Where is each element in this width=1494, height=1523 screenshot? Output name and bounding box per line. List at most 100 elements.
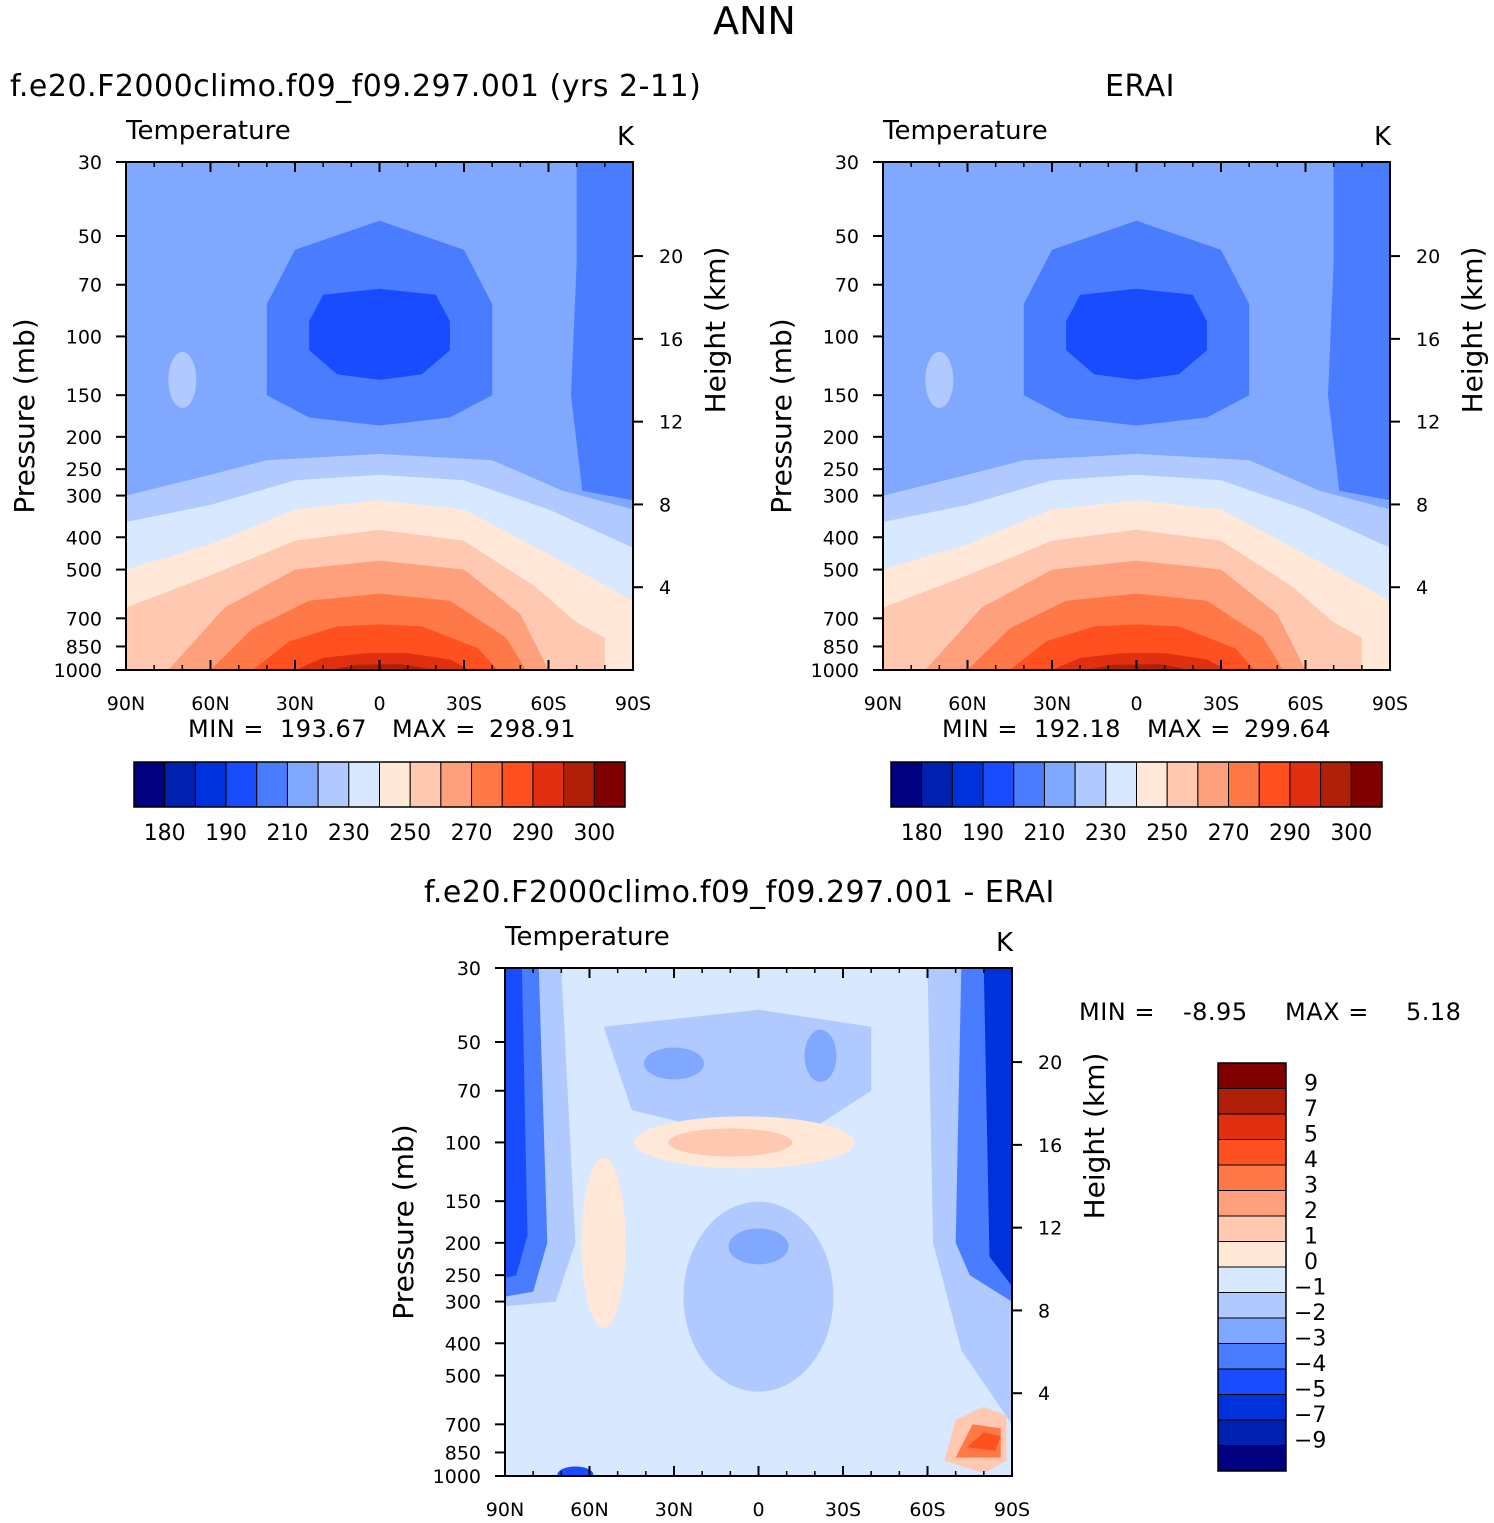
diff-ylabel-right: Height (km) [1078, 1053, 1111, 1220]
diff-nh-warm [581, 1157, 626, 1328]
model-ytick-label: 50 [78, 226, 102, 248]
diff-strat-m3-a [644, 1047, 704, 1080]
model-colorbar-cell [286, 761, 319, 808]
model-ylabel-right: Height (km) [699, 247, 732, 414]
obs-ytick-label: 400 [823, 527, 859, 549]
diff-colorbar-label: 2 [1304, 1199, 1318, 1224]
model-colorbar-label: 270 [451, 821, 493, 846]
model-ytick-label: 1000 [54, 660, 102, 682]
model-min-value: 193.67 [280, 715, 367, 743]
diff-xtick-label: 30S [825, 1499, 861, 1521]
diff-ytick-label: 50 [457, 1032, 481, 1054]
model-colorbar-cell [194, 761, 227, 808]
model-xtick-label: 30N [276, 693, 314, 715]
model-ytick-label: 700 [66, 608, 102, 630]
diff-min-label: MIN = [1079, 998, 1155, 1026]
model-ytick-right-label: 4 [659, 577, 671, 599]
obs-band-8 [1052, 653, 1227, 670]
model-ytick-label: 500 [66, 560, 102, 582]
model-xtick-label: 0 [373, 693, 385, 715]
model-colorbar-label: 180 [144, 821, 186, 846]
obs-colorbar-label: 230 [1085, 821, 1127, 846]
obs-ytick-right-label: 16 [1416, 329, 1440, 351]
obs-colorbar-label: 190 [962, 821, 1004, 846]
obs-colorbar-cell [1197, 761, 1230, 808]
diff-ytick-label: 100 [445, 1132, 481, 1154]
obs-colorbar-cell [982, 761, 1015, 808]
model-xtick-label: 90N [107, 693, 145, 715]
diff-colorbar-label: −7 [1294, 1403, 1326, 1428]
model-colorbar-label: 250 [389, 821, 431, 846]
model-max-label: MAX = [392, 715, 476, 743]
obs-ylabel-right: Height (km) [1456, 247, 1489, 414]
obs-ytick-label: 70 [835, 275, 859, 297]
diff-xtick-label: 60S [909, 1499, 945, 1521]
obs-band-200 [1066, 288, 1207, 380]
obs-variable-label: Temperature [883, 116, 1048, 146]
obs-ytick-label: 700 [823, 608, 859, 630]
diff-colorbar-label: 9 [1304, 1072, 1318, 1097]
model-xtick-label: 60N [191, 693, 229, 715]
obs-xtick-label: 0 [1130, 693, 1142, 715]
obs-colorbar-cell [1166, 761, 1199, 808]
diff-ytick-label: 500 [445, 1366, 481, 1388]
diff-max-label: MAX = [1285, 998, 1369, 1026]
obs-units-label: K [1374, 122, 1392, 152]
obs-max-label: MAX = [1147, 715, 1231, 743]
obs-xtick-label: 30N [1033, 693, 1071, 715]
model-ytick-right-label: 12 [659, 412, 683, 434]
model-units-label: K [617, 122, 635, 152]
diff-colorbar-cell [1217, 1113, 1287, 1140]
obs-colorbar-frame [890, 761, 1383, 808]
model-ytick-label: 850 [66, 636, 102, 658]
model-ytick-label: 30 [78, 152, 102, 174]
model-panel-title: f.e20.F2000climo.f09_f09.297.001 (yrs 2-… [10, 69, 702, 104]
obs-ytick-right-label: 8 [1416, 494, 1428, 516]
model-ytick-right-label: 16 [659, 329, 683, 351]
model-colorbar-cell [256, 761, 288, 808]
diff-units-label: K [996, 928, 1014, 958]
obs-colorbar-cell [1258, 761, 1291, 808]
diff-colorbar-cell [1217, 1164, 1287, 1191]
model-xtick-label: 90S [615, 693, 651, 715]
diff-colorbar-cell [1217, 1266, 1287, 1293]
model-colorbar-cell [225, 761, 258, 808]
diff-colorbar-cell [1217, 1241, 1287, 1268]
model-min-label: MIN = [188, 715, 264, 743]
diff-colorbar-label: −5 [1294, 1378, 1326, 1403]
obs-colorbar-cell [890, 761, 923, 808]
diff-colorbar-label: 7 [1304, 1097, 1318, 1122]
diff-colorbar-frame [1217, 1062, 1287, 1472]
diff-max-value: 5.18 [1406, 998, 1462, 1026]
obs-colorbar-cell [1074, 761, 1107, 808]
model-xtick-label: 60S [530, 693, 566, 715]
model-colorbar-cell [164, 761, 196, 808]
diff-xtick-label: 90N [486, 1499, 524, 1521]
model-ytick-label: 250 [66, 459, 102, 481]
diff-colorbar-cell [1217, 1368, 1287, 1395]
diff-colorbar-cell [1217, 1190, 1287, 1217]
diff-trop-m2 [683, 1201, 834, 1392]
obs-xtick-label: 60S [1287, 693, 1323, 715]
diff-ytick-label: 300 [445, 1292, 481, 1314]
diff-ytick-right-label: 8 [1038, 1300, 1050, 1322]
diff-ytick-label: 400 [445, 1333, 481, 1355]
diff-colorbar-label: 1 [1304, 1225, 1318, 1250]
obs-ytick-label: 1000 [811, 660, 859, 682]
model-xtick-label: 30S [446, 693, 482, 715]
model-colorbar-cell [348, 761, 380, 808]
diff-xtick-label: 60N [570, 1499, 608, 1521]
obs-ytick-label: 200 [823, 427, 859, 449]
obs-colorbar-label: 290 [1269, 821, 1311, 846]
model-variable-label: Temperature [126, 116, 291, 146]
model-colorbar-label: 230 [328, 821, 370, 846]
obs-colorbar-label: 300 [1330, 821, 1372, 846]
obs-ytick-label: 500 [823, 560, 859, 582]
diff-colorbar-cell [1217, 1394, 1287, 1421]
model-colorbar-cell [317, 761, 350, 808]
diff-colorbar-label: −2 [1294, 1301, 1326, 1326]
diff-panel-title: f.e20.F2000climo.f09_f09.297.001 - ERAI [424, 875, 1055, 910]
model-colorbar-cell [409, 761, 442, 808]
diff-ytick-label: 850 [445, 1442, 481, 1464]
diff-variable-label: Temperature [505, 922, 670, 952]
